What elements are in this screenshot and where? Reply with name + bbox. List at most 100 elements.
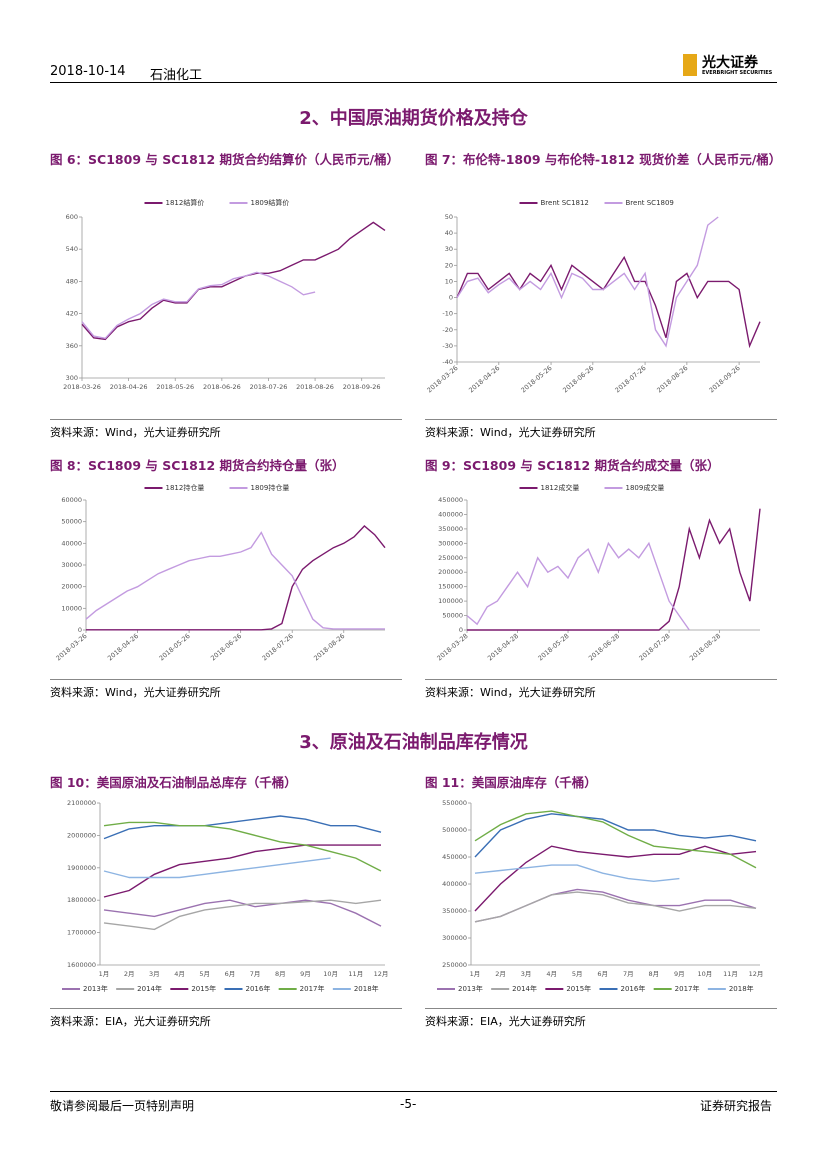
legend-label: 2016年 xyxy=(621,984,646,993)
series-line xyxy=(474,891,757,923)
x-tick-label: 10月 xyxy=(323,970,338,978)
series-line xyxy=(103,857,331,879)
source: 资料来源：Wind，光大证券研究所 xyxy=(425,426,596,439)
x-tick-label: 8月 xyxy=(648,970,659,978)
legend-label: 1809持仓量 xyxy=(251,483,290,492)
y-tick-label: 350000 xyxy=(438,525,463,533)
series-line xyxy=(81,271,316,340)
y-tick-label: 50 xyxy=(445,213,453,221)
x-tick-label: 4月 xyxy=(546,970,557,978)
x-tick-label: 9月 xyxy=(300,970,311,978)
y-tick-label: 550000 xyxy=(442,799,467,807)
x-tick-label: 2018-03-26 xyxy=(427,364,460,394)
chart: 0 10000 20000 30000 40000 50000 60000 2018-03-2… xyxy=(54,483,386,662)
series-line xyxy=(474,813,757,858)
legend-label: 1809成交量 xyxy=(626,483,665,492)
x-tick-label: 3月 xyxy=(149,970,160,978)
legend-label: Brent SC1809 xyxy=(626,199,674,207)
y-tick-label: 2000000 xyxy=(67,831,96,839)
legend-label: 1812成交量 xyxy=(541,483,580,492)
series-line xyxy=(103,815,382,840)
series-line xyxy=(81,221,386,341)
rule xyxy=(50,679,402,680)
logo-mark xyxy=(683,54,697,76)
page-number: -5- xyxy=(400,1097,417,1111)
x-tick-label: 11月 xyxy=(723,970,738,978)
legend-label: 2016年 xyxy=(246,984,271,993)
x-tick-label: 2018-06-28 xyxy=(587,632,621,662)
x-tick-label: 2018-05-26 xyxy=(158,632,192,662)
figure-title: 图 11：美国原油库存（千桶） xyxy=(425,775,597,790)
x-tick-label: 2018-08-26 xyxy=(296,383,334,391)
legend-label: Brent SC1812 xyxy=(541,199,589,207)
x-tick-label: 2月 xyxy=(124,970,135,978)
footer-left: 敬请参阅最后一页特别声明 xyxy=(50,1099,195,1113)
x-tick-label: 2018-04-26 xyxy=(106,632,140,662)
x-tick-label: 1月 xyxy=(99,970,110,978)
x-tick-label: 2018-03-26 xyxy=(54,632,88,662)
x-tick-label: 6月 xyxy=(597,970,608,978)
legend-label: 2013年 xyxy=(83,984,108,993)
y-tick-label: 30000 xyxy=(61,561,82,569)
y-tick-label: 1700000 xyxy=(67,929,96,937)
y-tick-label: 30 xyxy=(445,245,453,253)
x-tick-label: 2018-04-28 xyxy=(486,632,520,662)
y-tick-label: 1600000 xyxy=(67,961,96,969)
series-line xyxy=(467,508,761,631)
x-tick-label: 7月 xyxy=(623,970,634,978)
legend-label: 2018年 xyxy=(729,984,754,993)
source: 资料来源：Wind，光大证券研究所 xyxy=(425,686,596,699)
x-tick-label: 2018-08-28 xyxy=(688,632,722,662)
section-title: 3、原油及石油制品库存情况 xyxy=(299,732,528,753)
y-tick-label: 20 xyxy=(445,261,453,269)
series-line xyxy=(474,845,757,912)
x-tick-label: 5月 xyxy=(572,970,583,978)
figure-title: 图 9：SC1809 与 SC1812 期货合约成交量（张） xyxy=(425,458,720,473)
y-tick-label: 420 xyxy=(66,310,78,318)
figure-title: 图 10：美国原油及石油制品总库存（千桶） xyxy=(50,775,297,790)
y-tick-label: 450000 xyxy=(438,496,463,504)
x-tick-label: 2018-06-26 xyxy=(209,632,243,662)
y-tick-label: 400000 xyxy=(442,880,467,888)
logo-en: EVERBRIGHT SECURITIES xyxy=(702,70,773,76)
x-tick-label: 10月 xyxy=(698,970,713,978)
source: 资料来源：Wind，光大证券研究所 xyxy=(50,686,221,699)
figure-title: 图 8：SC1809 与 SC1812 期货合约持仓量（张） xyxy=(50,458,345,473)
x-tick-label: 11月 xyxy=(348,970,363,978)
y-tick-label: 500000 xyxy=(442,826,467,834)
rule xyxy=(425,419,777,420)
x-tick-label: 4月 xyxy=(174,970,185,978)
series-line xyxy=(85,531,385,630)
header-sector: 石油化工 xyxy=(150,68,203,83)
y-tick-label: 2100000 xyxy=(67,799,96,807)
y-tick-label: 40000 xyxy=(61,539,82,547)
x-tick-label: 1月 xyxy=(470,970,481,978)
figure-title: 图 6：SC1809 与 SC1812 期货合约结算价（人民币元/桶） xyxy=(50,152,400,167)
y-tick-label: -20 xyxy=(442,326,453,334)
rule xyxy=(50,1008,402,1009)
series-line xyxy=(474,864,680,883)
x-tick-label: 2018-06-26 xyxy=(203,383,241,391)
y-tick-label: 50000 xyxy=(442,612,463,620)
logo: 光大证券 xyxy=(702,55,758,71)
legend-label: 2014年 xyxy=(137,984,162,993)
legend-label: 1809结算价 xyxy=(251,198,290,207)
y-tick-label: -10 xyxy=(442,310,453,318)
y-tick-label: 200000 xyxy=(438,568,463,576)
y-tick-label: 10 xyxy=(445,277,453,285)
x-tick-label: 2018-07-26 xyxy=(250,383,288,391)
section-title: 2、中国原油期货价格及持仓 xyxy=(299,108,528,129)
y-tick-label: 300000 xyxy=(438,539,463,547)
legend-label: 1812持仓量 xyxy=(166,483,205,492)
y-tick-label: 1800000 xyxy=(67,896,96,904)
legend-label: 1812结算价 xyxy=(166,198,205,207)
y-tick-label: 450000 xyxy=(442,853,467,861)
series-line xyxy=(86,525,386,631)
x-tick-label: 2018-09-26 xyxy=(343,383,381,391)
x-tick-label: 2018-05-28 xyxy=(537,632,571,662)
x-tick-label: 2018-08-26 xyxy=(655,364,689,394)
y-tick-label: 300 xyxy=(66,374,78,382)
y-tick-label: 350000 xyxy=(442,907,467,915)
series-line xyxy=(103,821,382,872)
